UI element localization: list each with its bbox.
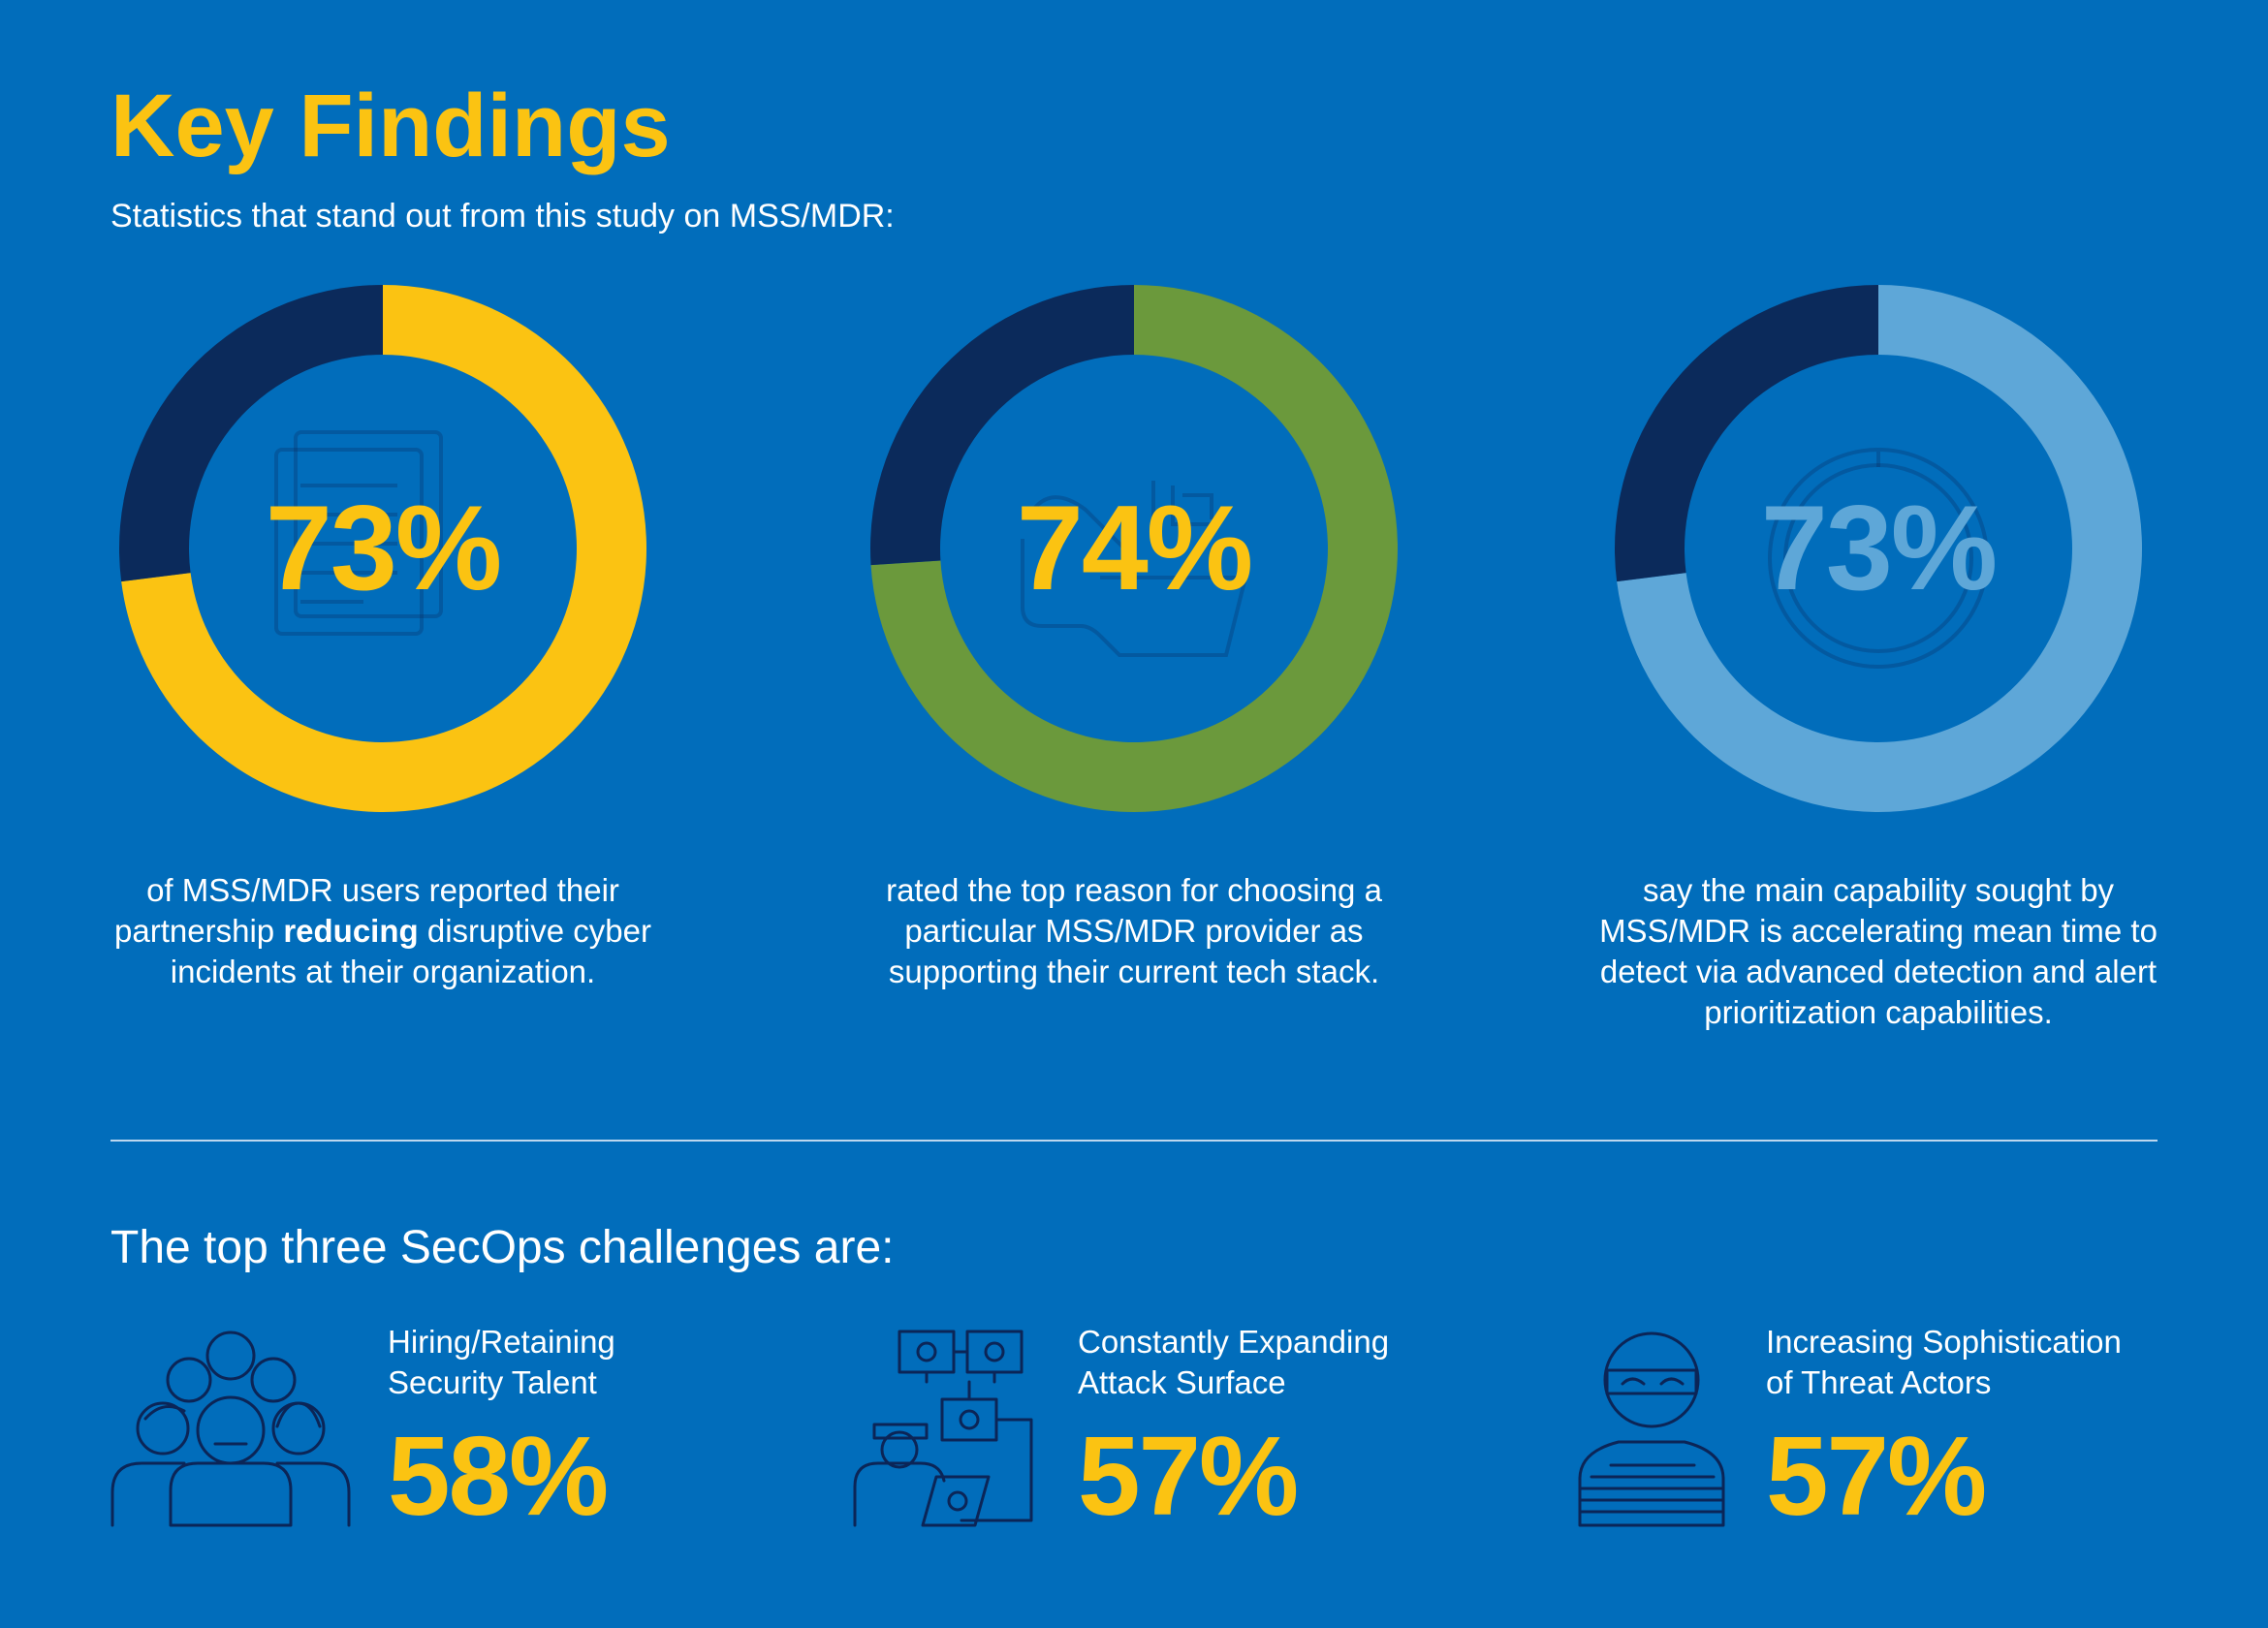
- stat-card-2: 74% rated the top reason for choosing a …: [863, 277, 1405, 989]
- donut-value-3: 73%: [1760, 482, 1998, 615]
- challenge-label-1: Hiring/Retaining Security Talent: [388, 1322, 795, 1403]
- challenge-value-3: 57%: [1766, 1413, 1987, 1539]
- donut-chart-3: 73%: [1607, 277, 2150, 820]
- donut-slice-remainder: [118, 285, 383, 582]
- challenge-label-line1: Hiring/Retaining: [388, 1324, 615, 1360]
- stat-card-3: 73% say the main capability sought by MS…: [1599, 277, 2158, 1030]
- challenge-label-line2: of Threat Actors: [1766, 1364, 1992, 1400]
- caption-text: of MSS/MDR users reported their partners…: [114, 872, 619, 949]
- handshake-icon: [1021, 481, 1248, 657]
- caption-text: rated the top reason for choosing a part…: [886, 872, 1382, 989]
- network-bug-icon: [853, 1330, 1033, 1527]
- section-divider: [110, 1140, 2158, 1142]
- donut-slice-remainder: [870, 285, 1134, 566]
- challenge-label-line1: Constantly Expanding: [1078, 1324, 1390, 1360]
- donut-chart-2: 74%: [863, 277, 1405, 820]
- donut-svg-3: [1615, 285, 2142, 812]
- challenge-item-3: Increasing Sophistication of Threat Acto…: [1572, 1322, 2251, 1554]
- caption-text-end: disruptive cyber incidents at their orga…: [170, 913, 651, 989]
- donut-svg-1: [118, 285, 647, 812]
- challenge-item-2: Constantly Expanding Attack Surface 57%: [849, 1322, 1528, 1554]
- stat-caption-3: say the main capability sought by MSS/MD…: [1597, 870, 2159, 1033]
- stopwatch-icon: [1768, 448, 1989, 669]
- document-icon: [274, 430, 443, 636]
- caption-text: say the main capability sought by MSS/MD…: [1599, 872, 2158, 1030]
- people-group-icon: [110, 1331, 351, 1527]
- challenges-title: The top three SecOps challenges are:: [110, 1222, 895, 1273]
- stat-card-1: 73% of MSS/MDR users reported their part…: [111, 277, 654, 989]
- donut-svg-2: [870, 285, 1398, 812]
- stat-caption-1: of MSS/MDR users reported their partners…: [102, 870, 664, 992]
- challenge-label-line2: Security Talent: [388, 1364, 597, 1400]
- donut-chart-1: 73%: [111, 277, 654, 820]
- challenge-item-1: Hiring/Retaining Security Talent 58%: [107, 1322, 785, 1554]
- challenge-value-2: 57%: [1078, 1413, 1299, 1539]
- challenge-label-3: Increasing Sophistication of Threat Acto…: [1766, 1322, 2212, 1403]
- challenge-label-line2: Attack Surface: [1078, 1364, 1286, 1400]
- page-subtitle: Statistics that stand out from this stud…: [110, 198, 895, 235]
- stat-caption-2: rated the top reason for choosing a part…: [853, 870, 1415, 992]
- donut-value-1: 73%: [265, 482, 502, 615]
- caption-bold-text: reducing: [283, 913, 419, 949]
- challenge-label-line1: Increasing Sophistication: [1766, 1324, 2122, 1360]
- page-title: Key Findings: [110, 77, 671, 175]
- donut-value-2: 74%: [1016, 482, 1253, 615]
- donut-slice-remainder: [1615, 285, 1878, 582]
- masked-thief-icon: [1578, 1331, 1725, 1527]
- challenge-value-1: 58%: [388, 1413, 609, 1539]
- challenge-label-2: Constantly Expanding Attack Surface: [1078, 1322, 1485, 1403]
